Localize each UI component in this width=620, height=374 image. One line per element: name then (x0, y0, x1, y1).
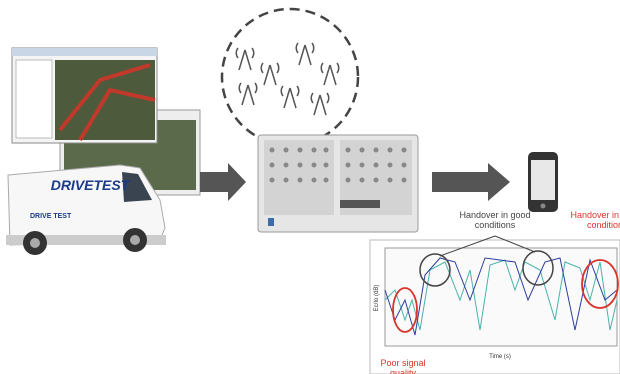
annotation: Handover in good conditions (459, 210, 531, 230)
x-axis-label: Time (s) (489, 354, 511, 360)
phone (528, 152, 558, 212)
antennas (235, 42, 340, 116)
network-cloud (220, 7, 360, 147)
signal-graph: Ec/Io (dB) Time (s) (369, 235, 620, 374)
van-side-logo: DRIVE TEST (30, 213, 72, 220)
emulator (257, 134, 419, 233)
van-logo: DRIVETEST (51, 177, 131, 193)
annotation: Handover in poor condition (570, 210, 620, 230)
arrow (200, 163, 246, 201)
annotation: Poor signal quality (380, 358, 426, 374)
arrow (432, 163, 510, 201)
y-axis-label: Ec/Io (dB) (374, 285, 380, 312)
van: DRIVETEST DRIVE TEST (6, 164, 166, 255)
